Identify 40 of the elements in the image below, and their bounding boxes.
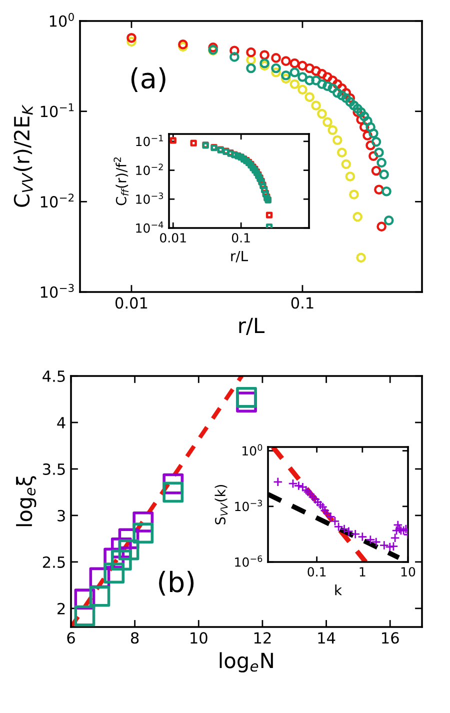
annotation: (b) [159, 570, 194, 596]
y-tick-label: 10$^{0}$ [50, 12, 74, 27]
y-tick-label: 10$^{−1}$ [40, 103, 74, 118]
y-tick-label: 3 [58, 510, 65, 522]
y-tick-label: 4.5 [42, 370, 65, 382]
x-tick-label: 0.01 [115, 297, 148, 309]
y-tick-label: 10$^{−3}$ [136, 192, 163, 204]
y-tick-label: 10$^{−4}$ [136, 222, 164, 233]
y-tick-label: 4 [57, 417, 66, 428]
x-tick-label: 1 [360, 567, 366, 576]
x-axis-title: r/L [231, 250, 248, 262]
x-tick-label: 14 [318, 632, 336, 644]
y-axis-title: log$_{e}$ξ [16, 476, 36, 526]
y-tick-label: 2.5 [42, 556, 65, 568]
y-tick-label: 10$^{−6}$ [235, 555, 262, 567]
y-tick-label: 10$^{−3}$ [235, 500, 262, 512]
x-axis-title: k [335, 584, 342, 596]
x-tick-label: 0.1 [232, 233, 250, 243]
y-tick-label: 10$^{−1}$ [136, 134, 163, 146]
annotation: (a) [131, 67, 166, 92]
y-tick-label: 10$^{−2}$ [40, 194, 74, 208]
y-axis-title: C$_{ff}$(r)/f$^{2}$ [114, 157, 128, 206]
x-axis-title: log$_{e}$N [220, 652, 273, 672]
x-tick-label: 10 [190, 632, 208, 644]
y-axis-title: C$_{VV}$(r)/2E$_{K}$ [14, 104, 33, 207]
x-tick-label: 16 [382, 632, 399, 644]
y-tick-label: 3.5 [43, 463, 65, 475]
y-axis-title: S$_{VV}$(k) [214, 484, 228, 524]
x-tick-label: 8 [130, 632, 139, 644]
y-tick-label: 10$^{−2}$ [136, 164, 163, 176]
x-tick-label: 0.1 [308, 567, 326, 577]
x-tick-label: 6 [67, 632, 75, 644]
x-axis-title: r/L [239, 318, 264, 335]
y-tick-label: 2 [58, 602, 65, 614]
x-tick-label: 0.01 [160, 233, 186, 243]
y-tick-label: 10$^{0}$ [242, 444, 262, 456]
x-tick-label: 12 [254, 632, 271, 644]
y-tick-label: 10$^{−3}$ [40, 284, 74, 298]
x-tick-label: 0.1 [291, 297, 314, 309]
x-tick-label: 10 [401, 567, 416, 577]
